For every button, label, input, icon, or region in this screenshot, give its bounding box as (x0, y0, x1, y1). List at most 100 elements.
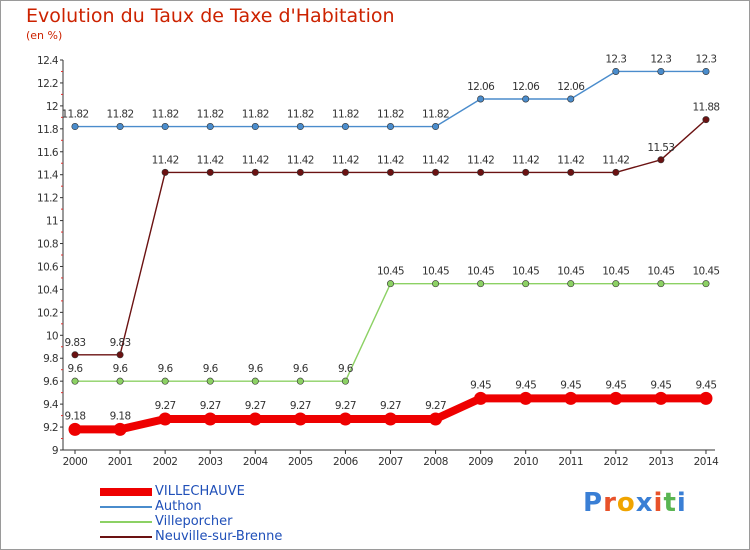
data-label-neuville-sur-brenne: 11.42 (287, 154, 314, 166)
data-label-neuville-sur-brenne: 11.42 (242, 154, 269, 166)
data-label-authon: 12.3 (605, 53, 626, 65)
data-label-villechauve: 9.27 (290, 400, 311, 412)
data-point-authon (477, 95, 485, 103)
data-point-authon (116, 123, 124, 131)
x-tick-label: 2007 (378, 456, 403, 468)
data-label-villechauve: 9.27 (200, 400, 221, 412)
data-point-authon (432, 123, 440, 131)
data-point-authon (702, 67, 710, 75)
data-label-neuville-sur-brenne: 11.42 (512, 154, 539, 166)
data-point-authon (612, 67, 620, 75)
data-label-villeporcher: 9.6 (203, 363, 219, 375)
data-point-authon (386, 123, 394, 131)
data-label-authon: 11.82 (197, 109, 224, 121)
x-tick-label: 2013 (649, 456, 674, 468)
y-tick-label: 9 (52, 445, 58, 457)
data-point-villeporcher (206, 377, 214, 385)
x-tick-label: 2008 (423, 456, 448, 468)
y-tick-label: 12.2 (37, 78, 58, 90)
data-point-authon (522, 95, 530, 103)
data-label-neuville-sur-brenne: 11.42 (332, 154, 359, 166)
data-label-authon: 11.82 (332, 109, 359, 121)
data-point-villeporcher (161, 377, 169, 385)
data-point-villeporcher (251, 377, 259, 385)
data-point-villechauve (564, 391, 578, 405)
data-point-neuville-sur-brenne (522, 168, 530, 176)
y-tick-label: 10 (46, 330, 58, 342)
data-label-authon: 11.82 (377, 109, 404, 121)
data-point-neuville-sur-brenne (71, 351, 79, 359)
data-label-villechauve: 9.45 (515, 379, 536, 391)
data-label-neuville-sur-brenne: 9.83 (65, 337, 86, 349)
x-tick-label: 2014 (694, 456, 720, 468)
y-tick-label: 10.4 (37, 284, 59, 296)
x-tick-label: 2004 (243, 456, 269, 468)
legend-label: Authon (155, 499, 202, 514)
x-tick-label: 2012 (603, 456, 628, 468)
data-label-villeporcher: 10.45 (692, 266, 719, 278)
chart-unit-label: (en %) (26, 29, 63, 42)
x-tick-label: 2002 (153, 456, 178, 468)
data-point-neuville-sur-brenne (386, 168, 394, 176)
x-tick-label: 2001 (108, 456, 133, 468)
data-label-villeporcher: 9.6 (248, 363, 264, 375)
data-point-villeporcher (71, 377, 79, 385)
data-point-authon (296, 123, 304, 131)
data-label-villeporcher: 10.45 (377, 266, 404, 278)
data-label-villechauve: 9.45 (560, 379, 581, 391)
y-tick-label: 10.6 (37, 261, 59, 273)
data-label-neuville-sur-brenne: 11.42 (422, 154, 449, 166)
data-point-neuville-sur-brenne (567, 168, 575, 176)
data-label-villeporcher: 9.6 (158, 363, 174, 375)
data-point-neuville-sur-brenne (341, 168, 349, 176)
data-label-neuville-sur-brenne: 9.83 (110, 337, 131, 349)
data-point-villechauve (158, 412, 172, 426)
data-point-authon (567, 95, 575, 103)
y-tick-label: 9.2 (43, 422, 58, 434)
data-label-villeporcher: 10.45 (602, 266, 629, 278)
data-point-villeporcher (612, 280, 620, 288)
data-label-villeporcher: 9.6 (338, 363, 354, 375)
data-point-authon (341, 123, 349, 131)
y-tick-label: 11.2 (37, 193, 58, 205)
data-label-villechauve: 9.27 (155, 400, 176, 412)
data-point-neuville-sur-brenne (432, 168, 440, 176)
proxiti-logo: Proxiti (583, 488, 687, 518)
data-label-authon: 12.06 (512, 81, 540, 93)
data-label-neuville-sur-brenne: 11.42 (602, 154, 629, 166)
y-tick-label: 11.6 (37, 147, 59, 159)
data-point-villechauve (293, 412, 307, 426)
data-point-villeporcher (522, 280, 530, 288)
y-tick-label: 9.4 (43, 399, 59, 411)
legend-label: VILLECHAUVE (155, 484, 245, 499)
data-label-neuville-sur-brenne: 11.42 (467, 154, 494, 166)
data-label-villeporcher: 10.45 (422, 266, 449, 278)
data-point-villeporcher (296, 377, 304, 385)
legend-swatch (100, 488, 152, 496)
data-label-authon: 12.3 (695, 53, 716, 65)
data-point-neuville-sur-brenne (296, 168, 304, 176)
data-label-villechauve: 9.18 (110, 410, 131, 422)
data-point-neuville-sur-brenne (116, 351, 124, 359)
data-label-villeporcher: 9.6 (113, 363, 129, 375)
data-label-neuville-sur-brenne: 11.88 (692, 102, 719, 114)
data-label-villechauve: 9.45 (695, 379, 716, 391)
data-point-villechauve (474, 391, 488, 405)
data-label-villeporcher: 9.6 (293, 363, 309, 375)
data-point-villechauve (203, 412, 217, 426)
data-label-neuville-sur-brenne: 11.53 (647, 142, 674, 154)
data-label-villeporcher: 10.45 (647, 266, 674, 278)
data-point-villeporcher (386, 280, 394, 288)
x-tick-label: 2009 (468, 456, 493, 468)
data-label-villeporcher: 10.45 (512, 266, 539, 278)
data-label-villechauve: 9.45 (650, 379, 671, 391)
data-point-villeporcher (477, 280, 485, 288)
data-point-villechauve (113, 422, 127, 436)
data-point-villechauve (68, 422, 82, 436)
data-point-neuville-sur-brenne (702, 116, 710, 124)
x-tick-label: 2006 (333, 456, 359, 468)
data-label-villechauve: 9.27 (335, 400, 356, 412)
data-point-villeporcher (432, 280, 440, 288)
data-point-villechauve (519, 391, 533, 405)
